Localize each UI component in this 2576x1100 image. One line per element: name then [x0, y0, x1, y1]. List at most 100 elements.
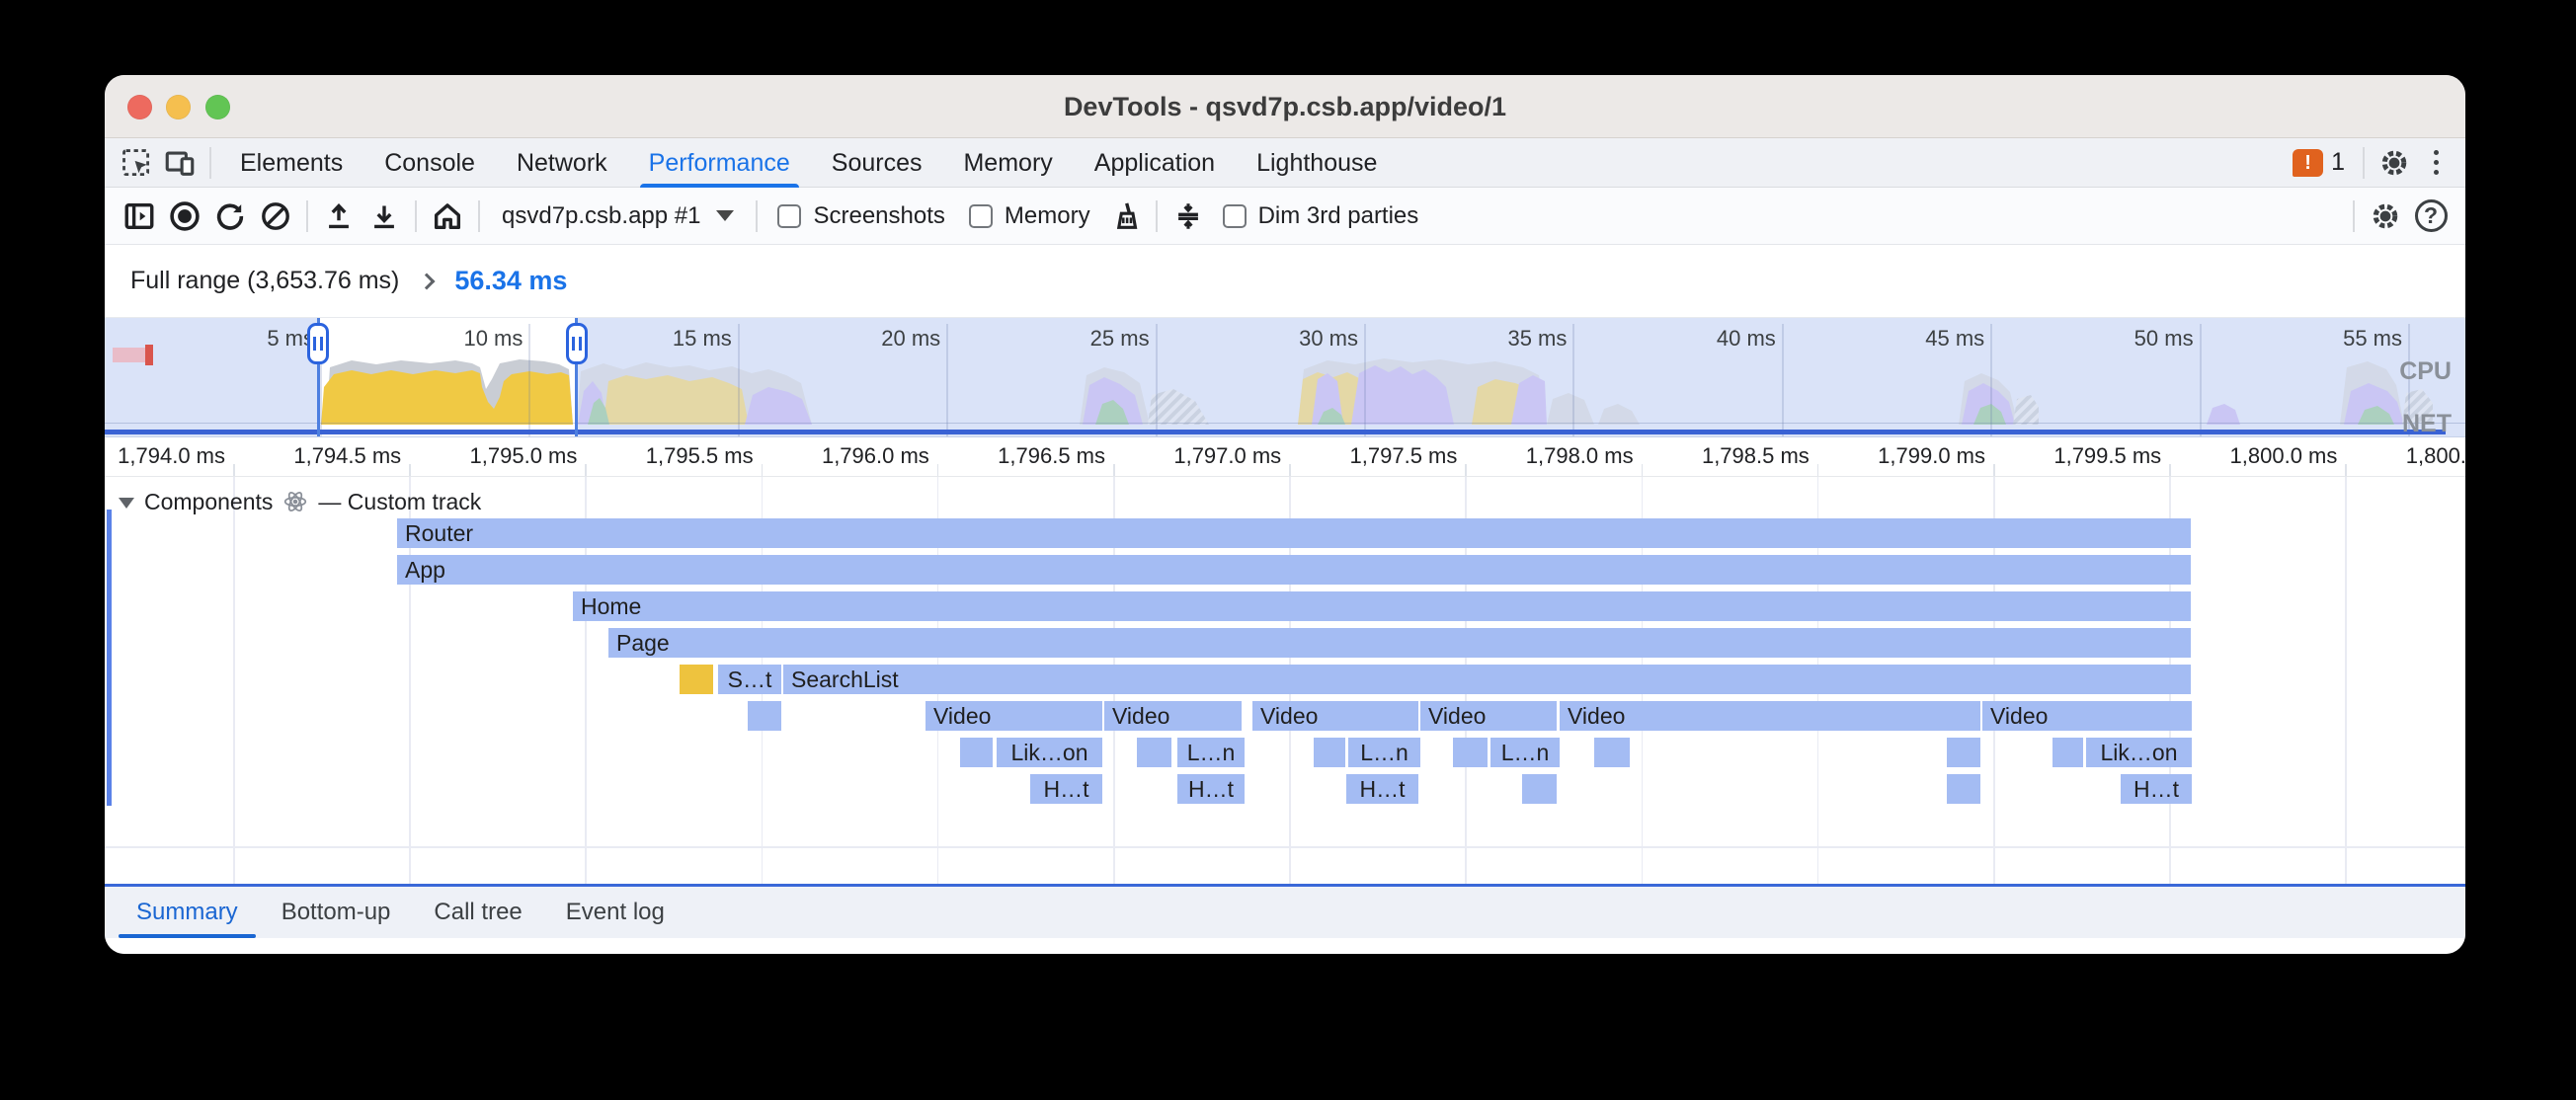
- flame-bar[interactable]: SearchList: [783, 665, 2191, 694]
- flame-bar-small[interactable]: [1314, 738, 1345, 767]
- flame-bar-small[interactable]: [2053, 738, 2083, 767]
- tab-console[interactable]: Console: [384, 148, 475, 177]
- upload-profile-icon[interactable]: [316, 194, 362, 239]
- flame-bar-small[interactable]: [1947, 774, 1980, 804]
- flame-bar[interactable]: H…t: [2121, 774, 2192, 804]
- tab-network[interactable]: Network: [516, 148, 607, 177]
- device-toolbar-icon[interactable]: [158, 141, 201, 185]
- flame-bar[interactable]: Video: [926, 701, 1102, 731]
- more-options-icon[interactable]: [2416, 150, 2455, 175]
- flame-bar[interactable]: H…t: [1346, 774, 1418, 804]
- fit-to-window-icon[interactable]: [1166, 194, 1211, 239]
- overview-tick: [2408, 324, 2410, 436]
- chevron-down-icon: [716, 210, 735, 221]
- clear-icon[interactable]: [253, 194, 298, 239]
- issues-count: 1: [2331, 148, 2345, 176]
- flame-gridline: [585, 477, 587, 884]
- flame-bar[interactable]: Lik…on: [997, 738, 1102, 767]
- flame-bar-small[interactable]: [748, 701, 781, 731]
- overview-tick-label: 20 ms: [881, 326, 941, 351]
- flame-bar[interactable]: Video: [1252, 701, 1418, 731]
- flame-bar[interactable]: Video: [1560, 701, 1980, 731]
- tab-memory[interactable]: Memory: [963, 148, 1053, 177]
- breadcrumb-selection[interactable]: 56.34 ms: [454, 266, 568, 295]
- details-tab-summary[interactable]: Summary: [115, 887, 260, 938]
- record-button[interactable]: [162, 194, 207, 239]
- flame-bar[interactable]: Router: [397, 518, 2191, 548]
- ruler-label: 1,795.5 ms: [645, 443, 754, 468]
- selection-left-handle[interactable]: [307, 323, 329, 364]
- flame-bar[interactable]: Lik…on: [2086, 738, 2192, 767]
- dim-3rd-parties-checkbox[interactable]: Dim 3rd parties: [1211, 194, 1431, 239]
- flame-bar-small[interactable]: [1947, 738, 1980, 767]
- tab-application[interactable]: Application: [1093, 148, 1216, 177]
- issues-badge[interactable]: ! 1: [2293, 148, 2345, 177]
- flame-bar[interactable]: H…t: [1177, 774, 1245, 804]
- overview-tick: [946, 324, 949, 436]
- breadcrumb-full-range[interactable]: Full range (3,653.76 ms): [130, 267, 400, 294]
- ruler-tick: [233, 464, 235, 476]
- flame-bar[interactable]: Home: [573, 591, 2191, 621]
- toggle-sidebar-icon[interactable]: [117, 194, 162, 239]
- window-titlebar[interactable]: DevTools - qsvd7p.csb.app/video/1: [105, 75, 2465, 138]
- tab-sources[interactable]: Sources: [831, 148, 923, 177]
- details-tab-event-log[interactable]: Event log: [565, 899, 665, 925]
- flame-bar-small[interactable]: [1137, 738, 1171, 767]
- devtools-tabbar: Elements Console Network Performance Sources…: [105, 138, 2465, 188]
- tab-elements[interactable]: Elements: [240, 148, 344, 177]
- flame-bar-small[interactable]: [1522, 774, 1557, 804]
- network-request-bar: [105, 430, 2446, 434]
- overview-tick: [320, 324, 322, 436]
- chevron-right-icon: [418, 273, 436, 289]
- flame-bar[interactable]: Video: [1104, 701, 1242, 731]
- flame-bar[interactable]: L…n: [1490, 738, 1560, 767]
- flame-bar[interactable]: Page: [608, 628, 2191, 658]
- selection-right-handle[interactable]: [566, 323, 588, 364]
- flame-chart[interactable]: Components — Custom track Router App Home P…: [105, 477, 2465, 884]
- toolbar-separator: [209, 146, 211, 179]
- tab-lighthouse[interactable]: Lighthouse: [1256, 148, 1378, 177]
- inspect-element-icon[interactable]: [115, 141, 158, 185]
- flame-bar[interactable]: S…t: [718, 665, 781, 694]
- flame-bar-small[interactable]: [1453, 738, 1488, 767]
- flame-bar-small[interactable]: [1594, 738, 1630, 767]
- timeline-overview[interactable]: 5 ms 10 ms 15 ms 20 ms 25 ms 30 ms 35 ms 40 ms 4…: [105, 318, 2465, 437]
- overview-tick-label: 15 ms: [672, 326, 732, 351]
- flame-bar[interactable]: Video: [1982, 701, 2192, 731]
- memory-checkbox[interactable]: Memory: [957, 194, 1102, 239]
- flame-bar[interactable]: App: [397, 555, 2191, 585]
- checkbox-icon: [777, 203, 802, 228]
- settings-gear-icon[interactable]: [2373, 141, 2416, 185]
- screenshots-checkbox[interactable]: Screenshots: [765, 194, 956, 239]
- toolbar-separator: [756, 199, 759, 232]
- track-header[interactable]: Components — Custom track: [119, 487, 481, 516]
- minimize-window-button[interactable]: [166, 95, 191, 119]
- reload-record-icon[interactable]: [207, 194, 253, 239]
- help-icon[interactable]: ?: [2408, 194, 2454, 239]
- time-ruler[interactable]: 1,794.0 ms 1,794.5 ms 1,795.0 ms 1,795.5 ms…: [105, 437, 2465, 477]
- flame-bar-small[interactable]: [960, 738, 993, 767]
- details-tab-call-tree[interactable]: Call tree: [434, 899, 523, 925]
- flame-bar[interactable]: L…n: [1177, 738, 1245, 767]
- screenshots-label: Screenshots: [813, 201, 945, 229]
- overview-tick-label: 25 ms: [1089, 326, 1150, 351]
- interaction-marker: [113, 348, 150, 362]
- zoom-window-button[interactable]: [205, 95, 230, 119]
- details-tab-bottom-up[interactable]: Bottom-up: [281, 899, 391, 925]
- download-profile-icon[interactable]: [362, 194, 407, 239]
- ruler-label: 1,797.5 ms: [1349, 443, 1458, 468]
- collect-garbage-icon[interactable]: [1102, 194, 1148, 239]
- flame-bar[interactable]: L…n: [1348, 738, 1420, 767]
- target-selector-dropdown[interactable]: qsvd7p.csb.app #1: [488, 194, 748, 239]
- flame-bar[interactable]: H…t: [1030, 774, 1102, 804]
- main-tabs: Elements Console Network Performance Sources…: [219, 138, 1398, 188]
- flame-bar-small[interactable]: [680, 665, 713, 694]
- flame-bar[interactable]: Video: [1420, 701, 1557, 731]
- close-window-button[interactable]: [127, 95, 152, 119]
- ruler-label: 1,796.0 ms: [821, 443, 929, 468]
- react-atom-icon: [284, 491, 307, 512]
- flame-gridline: [2345, 477, 2347, 884]
- home-icon[interactable]: [425, 194, 470, 239]
- performance-settings-gear-icon[interactable]: [2363, 194, 2408, 239]
- tab-performance[interactable]: Performance: [628, 138, 811, 188]
